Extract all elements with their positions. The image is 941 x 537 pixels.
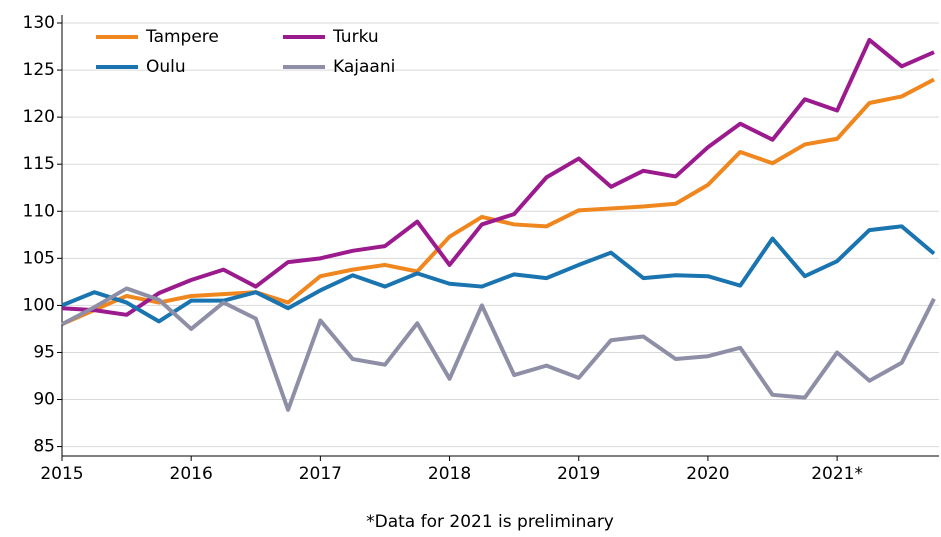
legend-label: Turku bbox=[332, 27, 379, 47]
y-tick-label: 105 bbox=[23, 248, 55, 268]
x-tick-label: 2016 bbox=[170, 464, 213, 484]
y-tick-label: 100 bbox=[23, 295, 55, 315]
y-tick-label: 120 bbox=[23, 107, 55, 127]
legend-label: Oulu bbox=[146, 57, 186, 77]
y-tick-label: 125 bbox=[23, 60, 55, 80]
y-tick-label: 95 bbox=[33, 342, 55, 362]
x-tick-label: 2021* bbox=[811, 464, 863, 484]
y-tick-label: 130 bbox=[23, 13, 55, 33]
x-tick-label: 2019 bbox=[557, 464, 600, 484]
x-tick-label: 2015 bbox=[40, 464, 83, 484]
series-line bbox=[61, 286, 936, 412]
series-line bbox=[61, 77, 935, 327]
x-tick-label: 2018 bbox=[428, 464, 471, 484]
chart-footnote: *Data for 2021 is preliminary bbox=[366, 512, 614, 532]
y-tick-label: 85 bbox=[33, 437, 55, 457]
y-tick-label: 110 bbox=[23, 201, 55, 221]
x-tick-label: 2020 bbox=[686, 464, 729, 484]
y-tick-label: 115 bbox=[23, 154, 55, 174]
x-tick-label: 2017 bbox=[299, 464, 342, 484]
legend-label: Kajaani bbox=[333, 57, 395, 77]
legend-label: Tampere bbox=[145, 27, 219, 47]
series-line bbox=[61, 37, 935, 317]
y-tick-label: 90 bbox=[33, 390, 55, 410]
series-line bbox=[61, 224, 936, 324]
